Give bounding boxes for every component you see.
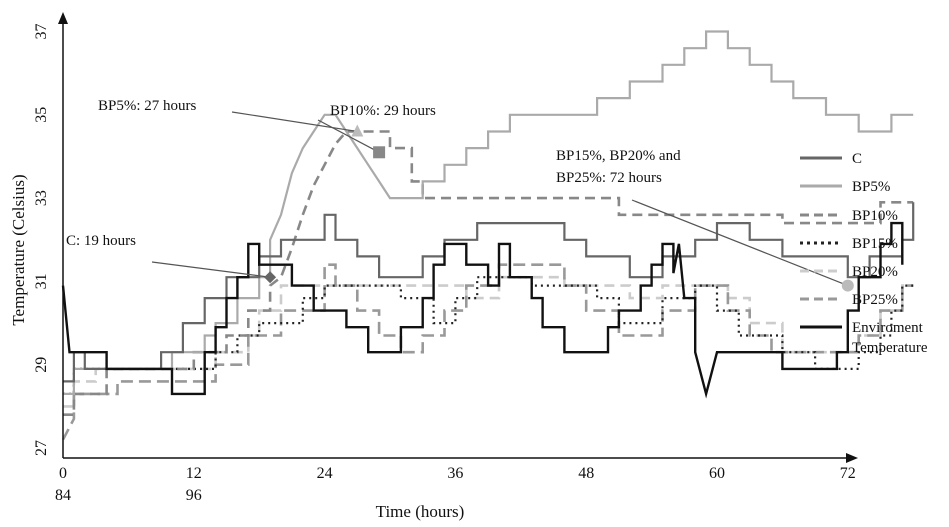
y-tick-label: 35 [33,107,50,123]
x-tick-label: 24 [317,465,333,482]
x-axis-arrow [846,453,858,463]
series-layer [61,30,915,441]
axes-layer [58,12,858,463]
legend: C BP5% BP10% BP15% BP20% BP25% Enviroment Tempe… [800,151,928,356]
annotation-marker-triangle [351,124,364,137]
x-tick-label: 60 [709,465,725,482]
legend-label-line: Temperature [852,340,928,356]
legend-label-bp15-: BP15% [852,236,898,252]
legend-label-line: Enviroment [852,320,924,336]
annotation-label: BP5%: 27 hours [98,98,197,114]
series-line-bp25- [61,263,914,441]
annotation-label: BP10%: 29 hours [330,103,436,119]
x-tick-label: 12 [186,465,202,482]
annotation-leader-line [317,119,380,153]
x-tick-label-second-row: 96 [186,487,202,504]
legend-label-enviroment-temperature: Enviroment Temperature [852,320,928,356]
series-line-bp20- [63,275,914,408]
y-tick-label: 29 [33,357,50,373]
annotation-leader-line [231,111,358,133]
y-tick-label: 37 [33,24,50,40]
series-line-c [63,202,915,383]
y-tick-label: 33 [33,190,50,206]
series-line-bp10- [63,130,914,416]
legend-label-bp10-: BP10% [852,208,898,224]
legend-label-c: C [852,151,862,167]
annotation-label-line: BP25%: 72 hours [556,170,662,186]
legend-label-bp20-: BP20% [852,264,898,280]
ticks-layer: 0 12 24 36 48 60 72 84 96 27 29 31 33 35 37 [33,24,856,505]
x-tick-label: 72 [840,465,856,482]
annotation-label: BP15%, BP20% and BP25%: 72 hours [556,148,681,186]
annotation-leader-line [631,199,849,287]
x-tick-label: 0 [59,465,67,482]
series-line-bp15- [63,276,914,395]
y-tick-label: 31 [33,273,50,289]
x-tick-label: 48 [578,465,594,482]
annotation-marker-circle [841,279,854,292]
annotation-marker-square [373,146,386,159]
legend-label-bp25-: BP25% [852,292,898,308]
y-tick-label: 27 [33,440,50,456]
annotation-label-line: BP15%, BP20% and [556,148,681,164]
annotations-layer: C: 19 hours BP5%: 27 hours BP10%: 29 hours… [66,98,854,292]
annotation-marker-diamond [264,271,277,284]
legend-label-bp5-: BP5% [852,179,890,195]
series-line-enviroment-temperature [61,221,904,399]
x-tick-label: 36 [447,465,463,482]
annotation-leader-line [151,261,271,278]
x-tick-label-second-row: 84 [55,487,71,504]
x-axis-title: Time (hours) [376,502,465,521]
annotation-label: C: 19 hours [66,233,136,249]
series-line-bp5- [63,30,914,395]
y-axis-arrow [58,12,68,24]
y-axis-title: Temperature (Celsius) [9,174,28,325]
